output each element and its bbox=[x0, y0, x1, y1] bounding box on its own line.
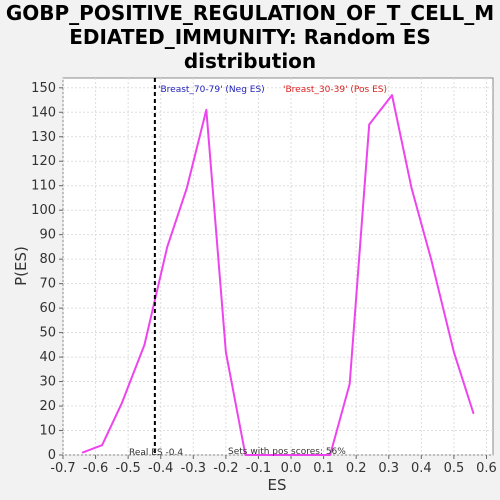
data-point bbox=[368, 123, 371, 126]
data-point bbox=[143, 344, 146, 346]
pos-scores-label: Sets with pos scores: 56% bbox=[228, 447, 346, 457]
y-axis-label: P(ES) bbox=[12, 246, 30, 286]
y-tick-label: 80 bbox=[39, 252, 56, 267]
y-tick-label: 50 bbox=[39, 326, 56, 341]
x-tick-label: -0.3 bbox=[181, 461, 206, 476]
data-point bbox=[120, 402, 123, 405]
x-tick-label: 0.2 bbox=[346, 461, 367, 476]
y-tick-label: 40 bbox=[39, 350, 56, 365]
chart-title-line-1: GOBP_POSITIVE_REGULATION_OF_T_CELL_M bbox=[6, 1, 494, 25]
x-tick-label: -0.2 bbox=[213, 461, 238, 476]
y-tick-label: 90 bbox=[39, 228, 56, 243]
data-point bbox=[453, 351, 455, 353]
x-tick-label: -0.4 bbox=[148, 461, 173, 476]
data-point bbox=[244, 454, 247, 456]
x-axis-label: ES bbox=[268, 476, 287, 494]
y-tick-label: 60 bbox=[39, 301, 56, 316]
grid bbox=[62, 78, 493, 456]
series-layer bbox=[81, 94, 475, 456]
x-tick-label: 0.4 bbox=[411, 461, 432, 476]
data-point bbox=[267, 454, 270, 456]
y-tick-label: 10 bbox=[39, 424, 56, 439]
x-tick-label: 0.0 bbox=[281, 461, 302, 476]
series-line bbox=[82, 94, 475, 456]
data-point bbox=[329, 454, 331, 456]
x-tick-label: 0.1 bbox=[313, 461, 334, 476]
chart-title-line-3: distribution bbox=[184, 49, 316, 73]
pos-es-label: 'Breast_30-39' (Pos ES) bbox=[283, 85, 387, 95]
y-tick-label: 110 bbox=[31, 179, 56, 194]
x-tick-label: -0.6 bbox=[83, 461, 108, 476]
y-tick-label: 100 bbox=[31, 203, 56, 218]
data-point bbox=[410, 187, 413, 189]
real-es-label: Real ES -0.4 bbox=[129, 448, 183, 458]
data-point bbox=[290, 454, 292, 456]
data-point bbox=[472, 412, 475, 415]
data-point bbox=[101, 444, 103, 447]
neg-es-label: 'Breast_70-79' (Neg ES) bbox=[158, 85, 265, 95]
y-tick-label: 120 bbox=[31, 154, 56, 169]
y-tick-label: 0 bbox=[48, 448, 56, 463]
data-point bbox=[185, 187, 188, 189]
x-tick-label: 0.6 bbox=[476, 461, 497, 476]
chart-title-line-2: EDIATED_IMMUNITY: Random ES bbox=[69, 25, 431, 49]
x-tick-label: -0.7 bbox=[50, 461, 75, 476]
x-tick-label: 0.3 bbox=[378, 461, 399, 476]
y-tick-label: 20 bbox=[39, 399, 56, 414]
data-point bbox=[205, 109, 208, 111]
data-point bbox=[348, 383, 351, 385]
x-tick-label: 0.5 bbox=[444, 461, 465, 476]
plot-area bbox=[62, 77, 494, 456]
y-tick-label: 140 bbox=[31, 105, 56, 120]
y-tick-label: 130 bbox=[31, 130, 56, 145]
y-tick-label: 30 bbox=[39, 375, 56, 390]
x-tick-label: -0.5 bbox=[115, 461, 140, 476]
data-point bbox=[81, 451, 84, 454]
y-tick-label: 70 bbox=[39, 277, 56, 292]
y-axis-ticks: 0 10 20 30 40 50 60 70 80 90 100 110 120 130 140 150 bbox=[31, 81, 63, 463]
data-point bbox=[225, 351, 227, 353]
y-tick-label: 150 bbox=[31, 81, 56, 96]
data-point bbox=[430, 258, 432, 260]
data-point bbox=[309, 454, 312, 456]
x-tick-label: -0.1 bbox=[246, 461, 271, 476]
data-point bbox=[166, 246, 169, 248]
x-axis-ticks: -0.7 -0.6 -0.5 -0.4 -0.3 -0.2 -0.1 0.0 0.1 0.2 0.3… bbox=[50, 455, 497, 476]
data-point bbox=[391, 94, 393, 96]
